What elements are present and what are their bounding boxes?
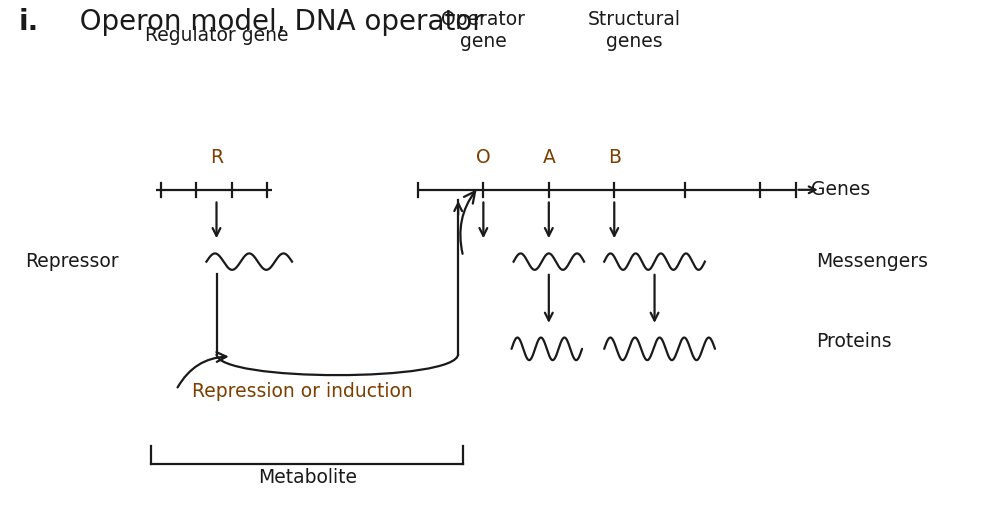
- FancyArrowPatch shape: [460, 191, 475, 254]
- Text: Genes: Genes: [811, 180, 870, 200]
- Text: Repression or induction: Repression or induction: [191, 382, 413, 401]
- Text: Operator
gene: Operator gene: [441, 10, 526, 51]
- Text: R: R: [209, 148, 224, 167]
- FancyArrowPatch shape: [177, 352, 227, 387]
- Text: A: A: [543, 148, 555, 167]
- Text: i.: i.: [18, 8, 38, 36]
- Text: Structural
genes: Structural genes: [588, 10, 681, 51]
- Text: Repressor: Repressor: [25, 252, 119, 271]
- Text: Operon model, DNA operator: Operon model, DNA operator: [62, 8, 484, 36]
- Text: Messengers: Messengers: [816, 252, 927, 271]
- Text: B: B: [608, 148, 620, 167]
- Text: Metabolite: Metabolite: [258, 468, 356, 487]
- Text: O: O: [476, 148, 490, 167]
- Text: Proteins: Proteins: [816, 331, 891, 351]
- Text: Regulator gene: Regulator gene: [145, 26, 288, 45]
